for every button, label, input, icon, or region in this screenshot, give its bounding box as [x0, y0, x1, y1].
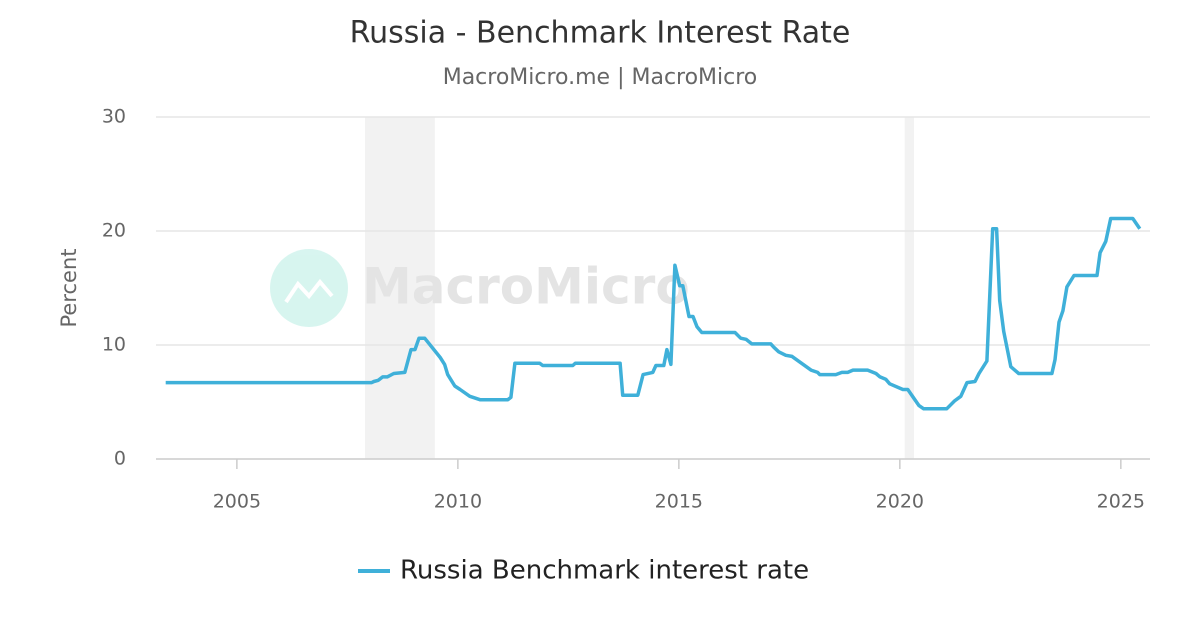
x-tick-label: 2005: [213, 491, 261, 513]
legend-label: Russia Benchmark interest rate: [400, 556, 809, 586]
x-tick-label: 2020: [876, 491, 924, 513]
y-axis-label: Percent: [57, 248, 81, 327]
y-tick-label: 30: [102, 106, 126, 128]
data-line: [165, 216, 1142, 411]
y-tick-label: 10: [102, 334, 126, 356]
y-tick-label: 20: [102, 220, 126, 242]
x-tick-label: 2010: [434, 491, 482, 513]
x-tick-label: 2025: [1097, 491, 1145, 513]
shaded-period: [904, 117, 914, 459]
watermark: MacroMicro: [362, 258, 690, 316]
x-tick-label: 2015: [655, 491, 703, 513]
shaded-period: [365, 117, 435, 459]
watermark-logo: [270, 249, 348, 327]
y-tick-label: 0: [114, 448, 126, 470]
chart-subtitle: MacroMicro.me | MacroMicro: [443, 65, 758, 90]
chart-title: Russia - Benchmark Interest Rate: [350, 16, 851, 51]
